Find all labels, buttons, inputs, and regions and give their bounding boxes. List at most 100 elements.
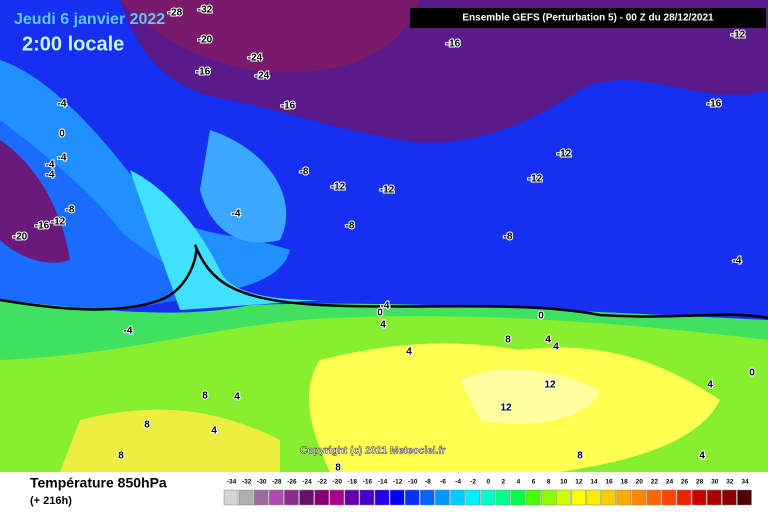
contour-label: -28 (168, 8, 183, 19)
legend-label: -2 (470, 479, 476, 486)
legend-swatch (223, 489, 239, 506)
legend-label: -14 (378, 479, 388, 486)
contour-label: -12 (380, 185, 395, 196)
footer-title: Température 850hPa (30, 475, 167, 491)
contour-label: -4 (232, 209, 241, 220)
legend-label: 30 (711, 479, 719, 486)
contour-label: 8 (118, 451, 124, 462)
legend-label: 14 (590, 479, 598, 486)
legend-swatch (691, 489, 707, 506)
legend-swatch (661, 489, 677, 506)
legend-label: 6 (532, 479, 536, 486)
legend-swatch (359, 489, 375, 506)
legend-swatch (269, 489, 284, 506)
contour-label: -12 (331, 182, 346, 193)
contour-label: -12 (51, 217, 66, 228)
legend-label: 16 (605, 479, 613, 486)
legend-label: 28 (696, 479, 704, 486)
legend-swatch (450, 489, 465, 506)
legend-swatch (495, 489, 511, 506)
contour-label: -16 (35, 221, 50, 232)
contour-label: -24 (255, 71, 270, 82)
contour-label: -4 (733, 256, 742, 267)
legend-label: 32 (726, 479, 734, 486)
legend-label: 20 (636, 479, 644, 486)
legend-label: -12 (393, 479, 403, 486)
header-box (410, 8, 766, 28)
contour-label: -8 (66, 205, 75, 216)
contour-label: 8 (202, 391, 208, 402)
legend-label: 22 (651, 479, 659, 486)
contour-label: -20 (13, 232, 28, 243)
legend-swatch (344, 489, 360, 506)
legend-label: -16 (363, 479, 373, 486)
contour-label: 8 (577, 451, 583, 462)
legend-swatch (510, 489, 526, 506)
map-labels: -28 -32-20-24-24-16-16-12-16-16-40-4-4-8-… (12, 4, 756, 475)
legend-label: -28 (272, 479, 282, 486)
contour-label: 4 (545, 335, 551, 346)
legend-label: 34 (741, 479, 749, 486)
legend-swatch (314, 489, 329, 506)
legend-label: 26 (681, 479, 689, 486)
legend-swatch (435, 489, 450, 506)
contour-label: -4 (46, 160, 55, 171)
legend-swatch (616, 489, 631, 506)
legend-label: -8 (425, 479, 431, 486)
contour-label: -16 (446, 39, 461, 50)
contour-label: -12 (731, 30, 746, 41)
legend-swatch (646, 489, 662, 506)
contour-label: -4 (58, 99, 67, 110)
legend-swatch (631, 489, 647, 506)
contour-label: -8 (346, 221, 355, 232)
contour-label: -12 (528, 174, 543, 185)
legend-swatch (374, 489, 390, 506)
contour-label: 0 (377, 308, 383, 319)
date-title: Jeudi 6 janvier 2022 (14, 11, 165, 28)
legend-swatch (253, 489, 269, 506)
legend-label: -34 (227, 479, 237, 486)
contour-label: -4 (381, 301, 390, 312)
legend-label: -30 (257, 479, 267, 486)
legend-label: 4 (517, 479, 521, 486)
contour-label: -8 (300, 167, 309, 178)
contour-label: -16 (196, 67, 211, 78)
contour-label: 4 (699, 451, 705, 462)
legend-label: 10 (560, 479, 568, 486)
contour-label: -8 (504, 232, 513, 243)
contour-label: 0 (749, 368, 755, 379)
legend-swatch (465, 489, 480, 506)
legend-swatch (238, 489, 254, 506)
legend-swatch (480, 489, 496, 506)
contour-label: 12 (500, 403, 512, 414)
legend-swatch (299, 489, 314, 506)
contour-label: -4 (46, 170, 55, 181)
contour-label: 4 (707, 380, 713, 391)
time-title: 2:00 locale (22, 33, 124, 55)
legend-swatch (586, 489, 601, 506)
contour-label: 4 (406, 347, 412, 358)
contour-label: 4 (553, 342, 559, 353)
contour-label: 4 (234, 392, 240, 403)
legend-swatch (676, 489, 692, 506)
legend-swatch (722, 489, 737, 506)
legend-swatch (555, 489, 571, 506)
legend-swatch (571, 489, 586, 506)
legend-swatch (389, 489, 405, 506)
legend-label: 12 (575, 479, 583, 486)
legend-label: -22 (317, 479, 327, 486)
legend-label: 24 (666, 479, 674, 486)
legend-swatch (601, 489, 616, 506)
legend-label: -6 (440, 479, 446, 486)
legend-label: 0 (486, 479, 490, 486)
contour-label: 4 (211, 426, 217, 437)
legend-label: 8 (547, 479, 551, 486)
legend-label: -4 (455, 479, 461, 486)
legend-label: -32 (242, 479, 252, 486)
legend-label: -26 (287, 479, 297, 486)
legend-swatch (329, 489, 345, 506)
legend-swatch (404, 489, 420, 506)
contour-label: 12 (544, 380, 556, 391)
legend-swatch (737, 489, 752, 506)
